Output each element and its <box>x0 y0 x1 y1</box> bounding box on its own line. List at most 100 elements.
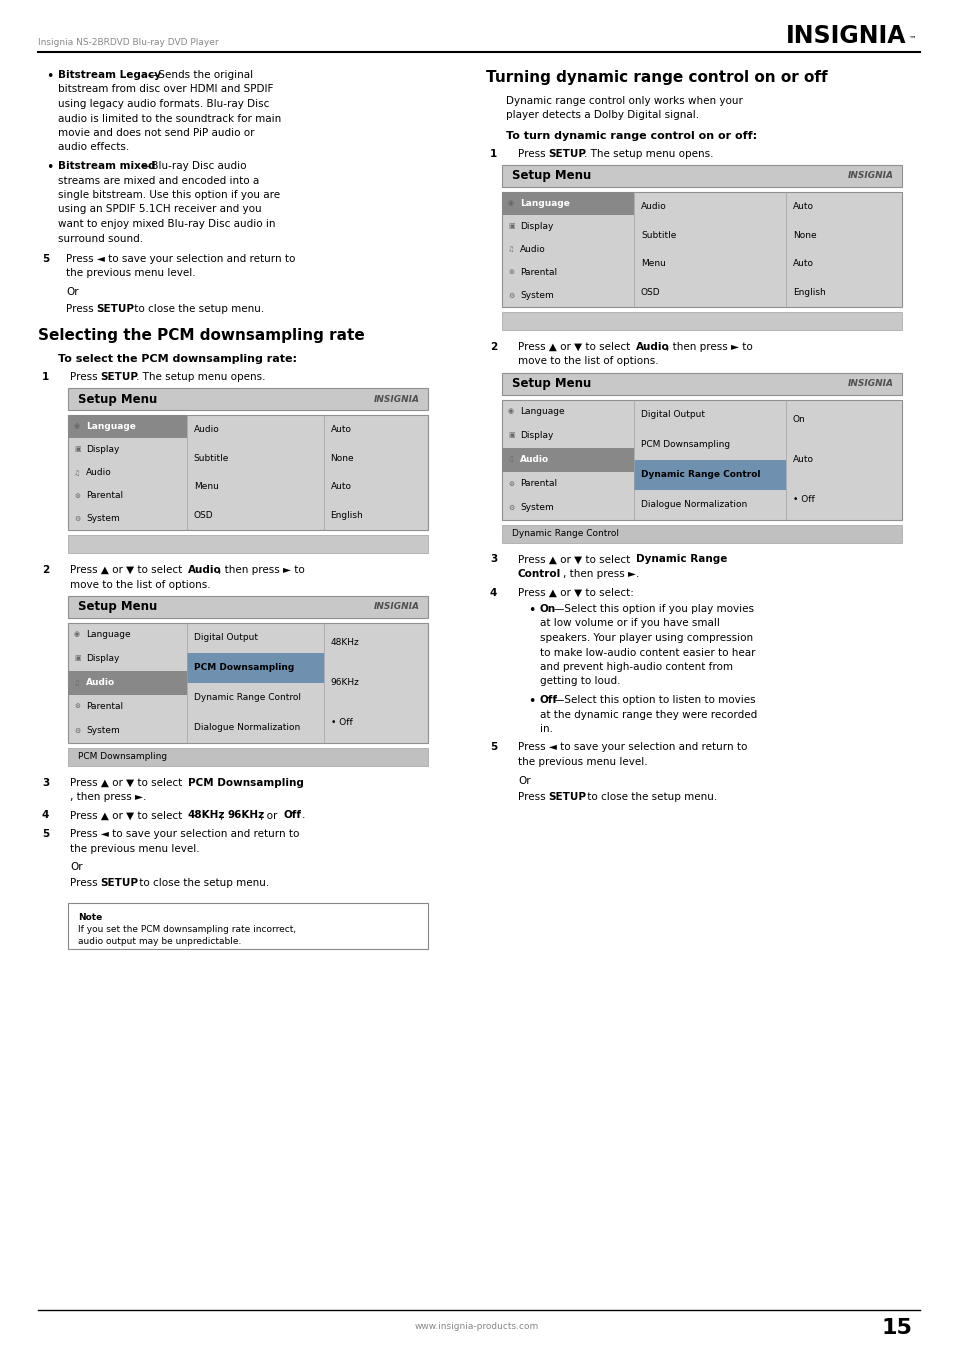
Text: Parental: Parental <box>86 490 123 500</box>
Text: To select the PCM downsampling rate:: To select the PCM downsampling rate: <box>58 354 296 363</box>
Text: Audio: Audio <box>519 455 549 463</box>
Text: Auto: Auto <box>331 482 352 492</box>
Text: to close the setup menu.: to close the setup menu. <box>131 304 264 313</box>
Text: . The setup menu opens.: . The setup menu opens. <box>136 372 265 382</box>
Text: ◉: ◉ <box>74 423 80 430</box>
Text: —Blu-ray Disc audio: —Blu-ray Disc audio <box>141 161 246 172</box>
Text: Auto: Auto <box>792 201 813 211</box>
Text: To turn dynamic range control on or off:: To turn dynamic range control on or off: <box>505 131 757 141</box>
Text: English: English <box>331 511 363 520</box>
Text: Off: Off <box>284 811 302 820</box>
Text: 15: 15 <box>881 1319 911 1337</box>
Text: 2: 2 <box>490 342 497 353</box>
Text: PCM Downsampling: PCM Downsampling <box>640 440 729 449</box>
Text: Menu: Menu <box>640 259 665 269</box>
Text: audio effects.: audio effects. <box>58 142 129 153</box>
Text: ▣: ▣ <box>74 655 81 662</box>
Text: Audio: Audio <box>188 565 221 576</box>
Bar <box>501 312 901 330</box>
Text: ⚙: ⚙ <box>74 727 80 734</box>
Text: ⊛: ⊛ <box>507 481 514 486</box>
Text: player detects a Dolby Digital signal.: player detects a Dolby Digital signal. <box>505 111 699 120</box>
Text: • Off: • Off <box>792 494 814 504</box>
Text: Press: Press <box>66 304 97 313</box>
Text: —Select this option if you play movies: —Select this option if you play movies <box>554 604 753 613</box>
Text: Note: Note <box>78 913 102 921</box>
Text: Subtitle: Subtitle <box>640 231 676 239</box>
Text: Press ◄ to save your selection and return to: Press ◄ to save your selection and retur… <box>70 830 299 839</box>
Text: Subtitle: Subtitle <box>193 454 229 462</box>
Bar <box>501 447 634 471</box>
Text: ▣: ▣ <box>507 223 514 230</box>
Text: INSIGNIA: INSIGNIA <box>784 24 905 49</box>
Bar <box>187 653 323 682</box>
Text: SETUP: SETUP <box>100 372 138 382</box>
Text: Audio: Audio <box>640 201 666 211</box>
Bar <box>68 747 428 766</box>
Text: OSD: OSD <box>640 288 659 297</box>
Text: , then press ►.: , then press ►. <box>562 569 639 580</box>
Text: Language: Language <box>86 630 131 639</box>
Text: SETUP: SETUP <box>100 878 138 889</box>
Text: Setup Menu: Setup Menu <box>78 393 157 405</box>
Text: Dynamic Range Control: Dynamic Range Control <box>193 693 300 703</box>
Text: •: • <box>46 70 53 82</box>
Text: Dynamic Range Control: Dynamic Range Control <box>640 470 760 480</box>
Bar <box>68 388 428 409</box>
Text: ◉: ◉ <box>507 200 514 207</box>
Text: System: System <box>86 725 120 735</box>
Text: Press ▲ or ▼ to select: Press ▲ or ▼ to select <box>70 565 185 576</box>
Text: 5: 5 <box>490 743 497 753</box>
Text: to close the setup menu.: to close the setup menu. <box>583 792 717 802</box>
Text: System: System <box>86 513 120 523</box>
Text: Language: Language <box>519 199 569 208</box>
Text: ♫: ♫ <box>507 246 514 253</box>
Text: ▣: ▣ <box>74 446 81 453</box>
Bar <box>501 192 901 307</box>
Text: SETUP: SETUP <box>547 149 585 159</box>
Text: Press: Press <box>517 792 548 802</box>
Text: English: English <box>792 288 825 297</box>
Text: •: • <box>527 694 535 708</box>
Text: move to the list of options.: move to the list of options. <box>70 580 211 589</box>
Text: Bitstream mixed: Bitstream mixed <box>58 161 155 172</box>
Text: want to enjoy mixed Blu-ray Disc audio in: want to enjoy mixed Blu-ray Disc audio i… <box>58 219 275 230</box>
Text: Press: Press <box>70 372 101 382</box>
Text: 48KHz: 48KHz <box>188 811 225 820</box>
Text: PCM Downsampling: PCM Downsampling <box>78 753 167 761</box>
Text: 3: 3 <box>490 554 497 565</box>
Text: 4: 4 <box>490 588 497 597</box>
Text: , or: , or <box>260 811 280 820</box>
Text: , then press ► to: , then press ► to <box>218 565 304 576</box>
Text: movie and does not send PiP audio or: movie and does not send PiP audio or <box>58 128 254 138</box>
Text: ⊛: ⊛ <box>74 704 80 709</box>
Bar <box>68 902 428 948</box>
Text: Bitstream Legacy: Bitstream Legacy <box>58 70 161 80</box>
Text: 96KHz: 96KHz <box>331 678 359 688</box>
Text: Setup Menu: Setup Menu <box>512 377 591 390</box>
Text: System: System <box>519 503 553 512</box>
Bar <box>68 415 187 438</box>
Text: —Select this option to listen to movies: —Select this option to listen to movies <box>554 694 755 705</box>
Text: ♫: ♫ <box>74 470 80 476</box>
Text: PCM Downsampling: PCM Downsampling <box>188 777 304 788</box>
Text: using an SPDIF 5.1CH receiver and you: using an SPDIF 5.1CH receiver and you <box>58 204 261 215</box>
Text: 1: 1 <box>42 372 50 382</box>
Text: •: • <box>46 161 53 174</box>
Bar <box>68 623 428 743</box>
Text: Press ▲ or ▼ to select: Press ▲ or ▼ to select <box>517 342 633 353</box>
Text: ⚙: ⚙ <box>74 516 80 521</box>
Text: . The setup menu opens.: . The setup menu opens. <box>583 149 713 159</box>
Text: ♫: ♫ <box>74 680 80 685</box>
Text: to make low-audio content easier to hear: to make low-audio content easier to hear <box>539 647 755 658</box>
Text: speakers. Your player using compression: speakers. Your player using compression <box>539 634 752 643</box>
Text: at low volume or if you have small: at low volume or if you have small <box>539 619 720 628</box>
Text: System: System <box>519 290 553 300</box>
Text: move to the list of options.: move to the list of options. <box>517 357 658 366</box>
Text: , then press ►.: , then press ►. <box>70 792 146 802</box>
Text: Digital Output: Digital Output <box>640 409 704 419</box>
Text: Or: Or <box>70 862 83 871</box>
Text: • Off: • Off <box>331 717 352 727</box>
Text: •: • <box>527 604 535 617</box>
Bar <box>501 524 901 543</box>
